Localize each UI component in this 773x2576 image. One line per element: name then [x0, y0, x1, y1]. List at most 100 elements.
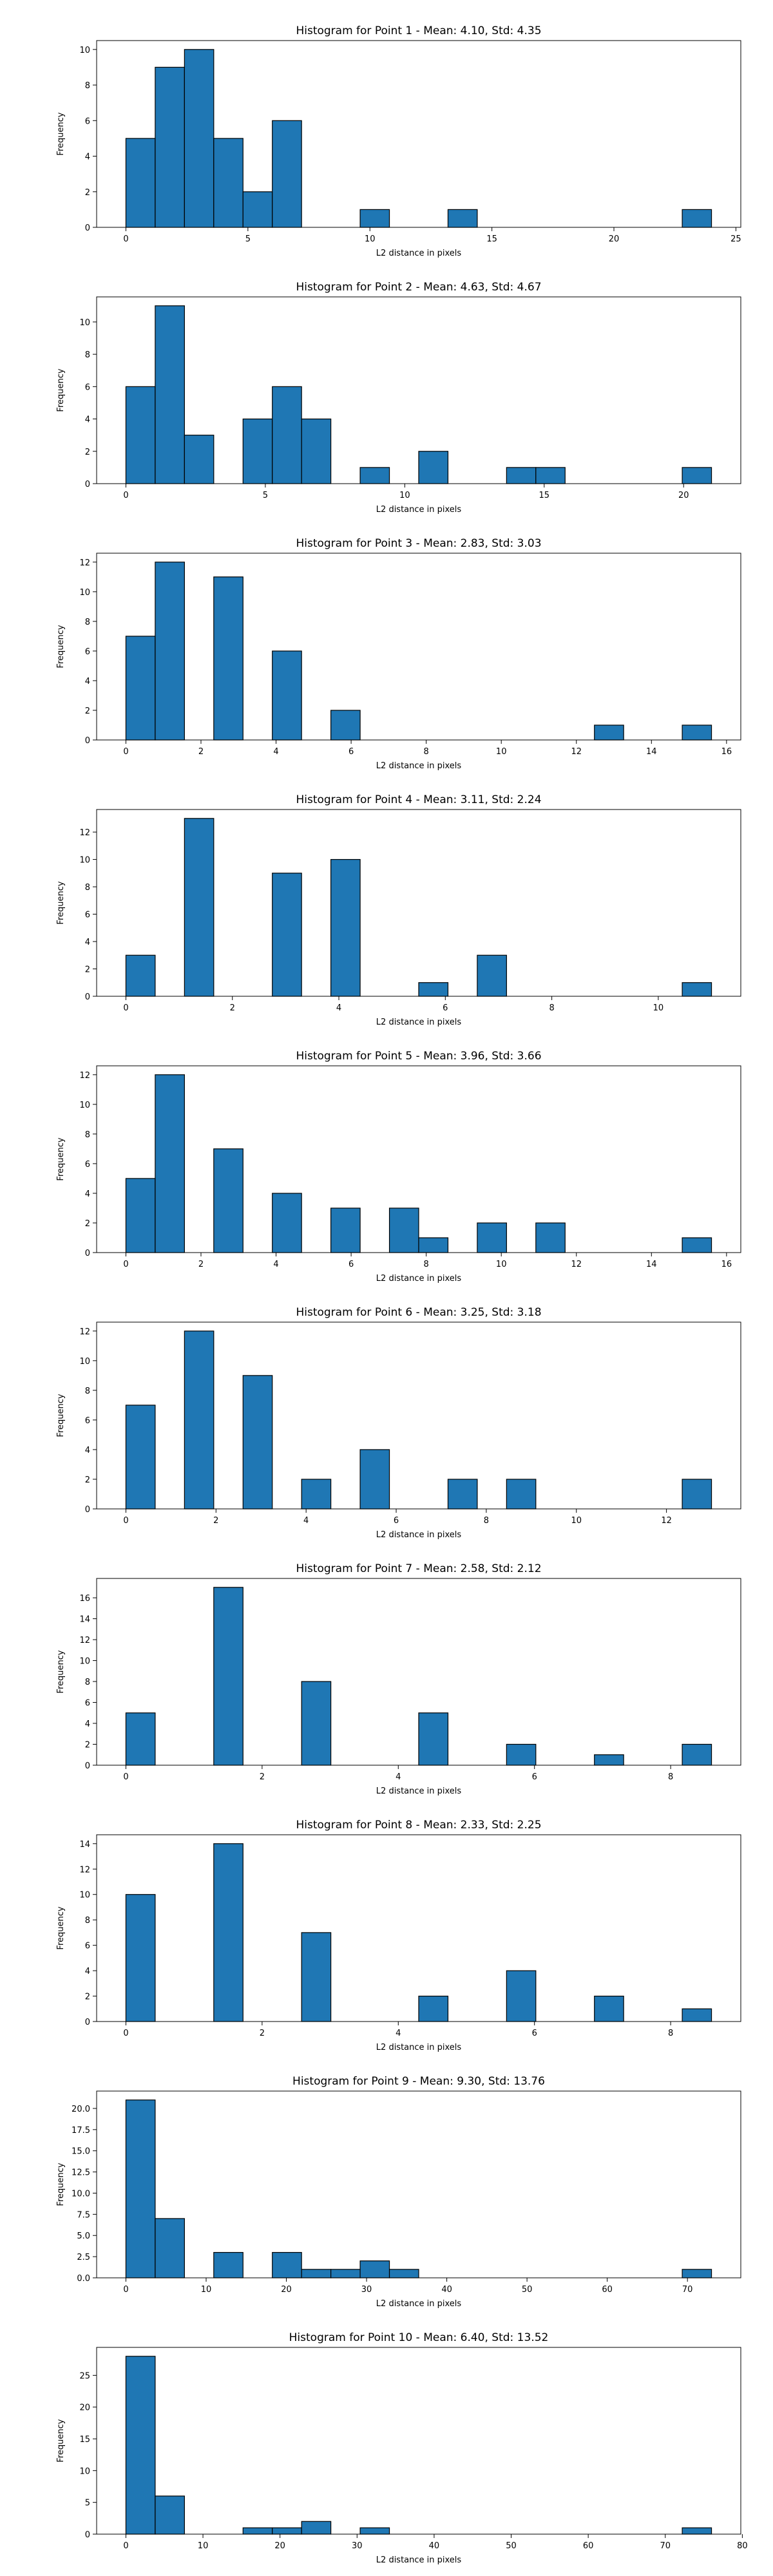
histogram-panel-8: 0 2 4 6 8 0 2 4 6 8 10 12 14 Histogram for Point 8 - … [56, 1819, 741, 2052]
histogram-bar [301, 2269, 332, 2278]
x-axis-label: L2 distance in pixels [376, 1018, 462, 1027]
x-tick-label: 60 [583, 2541, 594, 2551]
x-tick-label: 4 [396, 2029, 401, 2038]
x-tick-label: 40 [441, 2285, 452, 2295]
x-tick-label: 0 [123, 491, 128, 500]
x-tick-label: 6 [348, 1260, 354, 1269]
x-tick-label: 40 [429, 2541, 440, 2551]
histogram-bar [184, 49, 215, 228]
x-axis-label: L2 distance in pixels [376, 1530, 462, 1540]
y-tick-label: 12.5 [72, 2168, 90, 2178]
histogram-bar [301, 1681, 332, 1766]
histogram-bar [682, 467, 712, 484]
histogram-bar [506, 467, 537, 484]
axes-frame [96, 809, 741, 997]
histogram-bar [506, 1970, 537, 2022]
histogram-bar [125, 1178, 156, 1253]
axes-frame [96, 1578, 741, 1766]
x-tick-label: 15 [539, 491, 550, 500]
histogram-bar [125, 1712, 156, 1766]
y-tick-label: 2 [85, 965, 90, 975]
y-tick-label: 5 [85, 2499, 90, 2508]
y-tick-label: 8 [85, 1130, 90, 1140]
histogram-panel-6: 0 2 4 6 8 10 12 0 2 4 6 8 10 12 Histogram for Point 6 … [56, 1306, 741, 1540]
histogram-bar [155, 66, 185, 228]
x-tick-label: 20 [678, 491, 689, 500]
x-tick-label: 0 [123, 747, 128, 757]
y-tick-label: 14 [79, 1615, 90, 1625]
y-axis-label: Frequency [56, 1137, 66, 1180]
histogram-bar [125, 1894, 156, 2022]
y-tick-label: 10 [79, 856, 90, 866]
x-tick-label: 0 [123, 1516, 128, 1526]
x-tick-label: 10 [496, 747, 507, 757]
histogram-bar [418, 1995, 449, 2022]
histogram-bar [125, 636, 156, 741]
x-tick-label: 0 [123, 2029, 128, 2038]
x-tick-label: 4 [273, 747, 278, 757]
y-tick-label: 0.0 [77, 2274, 90, 2284]
histogram-bar [125, 954, 156, 997]
y-tick-label: 4 [85, 938, 90, 947]
y-tick-label: 25 [79, 2371, 90, 2381]
y-tick-label: 2 [85, 706, 90, 716]
histogram-bar [272, 2251, 302, 2278]
x-tick-label: 16 [721, 747, 732, 757]
x-tick-label: 12 [571, 1260, 582, 1269]
x-tick-label: 6 [532, 2029, 537, 2038]
histogram-bar [594, 1995, 624, 2022]
histogram-panel-1: 0 5 10 15 20 25 0 2 4 6 8 10 Histogram for Point 1 -… [56, 24, 741, 258]
chart-title: Histogram for Point 6 - Mean: 3.25, Std:… [296, 1306, 541, 1319]
x-tick-label: 0 [123, 2285, 128, 2295]
y-tick-label: 10.0 [72, 2189, 90, 2199]
histogram-bar [682, 2008, 712, 2022]
histogram-panel-3: 0 2 4 6 8 10 12 14 16 0 2 4 6 8 10 12 Histogram for Poin… [56, 537, 741, 771]
histogram-bar [477, 1222, 507, 1253]
chart-title: Histogram for Point 7 - Mean: 2.58, Std:… [296, 1562, 541, 1575]
y-tick-label: 10 [79, 588, 90, 598]
y-tick-label: 12 [79, 1636, 90, 1645]
x-tick-label: 20 [274, 2541, 285, 2551]
x-tick-label: 20 [609, 234, 620, 244]
y-tick-label: 6 [85, 383, 90, 392]
x-tick-label: 0 [123, 2541, 128, 2551]
y-tick-label: 6 [85, 1699, 90, 1709]
histogram-bar [272, 2527, 302, 2535]
x-tick-label: 8 [424, 747, 429, 757]
chart-title: Histogram for Point 4 - Mean: 3.11, Std:… [296, 793, 541, 806]
histogram-bar [125, 386, 156, 484]
x-axis-label: L2 distance in pixels [376, 2043, 462, 2052]
x-tick-label: 8 [668, 1772, 673, 1782]
chart-title: Histogram for Point 10 - Mean: 6.40, Std… [289, 2331, 549, 2344]
histogram-bar [242, 1375, 273, 1510]
x-tick-label: 16 [721, 1260, 732, 1269]
y-tick-label: 8 [85, 1916, 90, 1926]
y-tick-label: 0 [85, 736, 90, 746]
y-axis-label: Frequency [56, 1906, 66, 1949]
histogram-bar [418, 982, 449, 997]
histogram-bar [213, 2251, 243, 2278]
y-tick-label: 14 [79, 1840, 90, 1850]
y-tick-label: 17.5 [72, 2126, 90, 2136]
x-tick-label: 20 [281, 2285, 292, 2295]
histogram-bar [125, 1405, 156, 1510]
x-axis-label: L2 distance in pixels [376, 761, 462, 771]
y-tick-label: 0 [85, 223, 90, 233]
histogram-bar [242, 2527, 273, 2535]
histogram-bar [184, 818, 215, 997]
y-tick-label: 10 [79, 318, 90, 328]
histogram-bar [682, 1237, 712, 1253]
histogram-bar [388, 2269, 419, 2278]
chart-title: Histogram for Point 1 - Mean: 4.10, Std:… [296, 24, 541, 37]
x-axis-label: L2 distance in pixels [376, 2555, 462, 2565]
y-tick-label: 6 [85, 647, 90, 657]
y-tick-label: 2 [85, 448, 90, 457]
y-tick-label: 12 [79, 1071, 90, 1081]
histogram-bar [272, 650, 302, 741]
y-tick-label: 4 [85, 1189, 90, 1199]
y-tick-label: 6 [85, 911, 90, 920]
histogram-bar [272, 1193, 302, 1253]
y-axis-label: Frequency [56, 1650, 66, 1693]
y-tick-label: 10 [79, 2467, 90, 2476]
histogram-bar [213, 138, 243, 228]
